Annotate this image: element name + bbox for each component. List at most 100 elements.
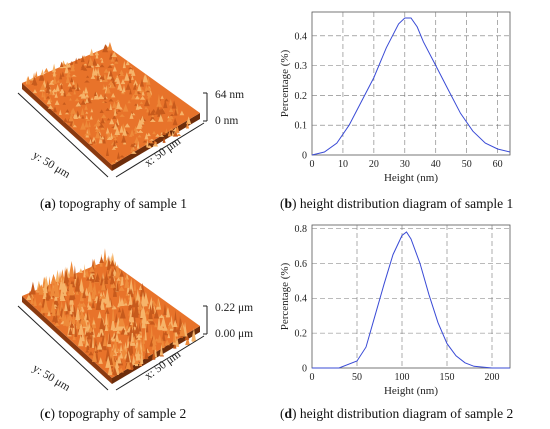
surface-peak (77, 334, 84, 347)
surface-peak (120, 343, 127, 358)
surface-peak (92, 319, 96, 325)
surface-peak (120, 282, 123, 286)
surface-peak (73, 265, 77, 280)
surface-peaks (25, 42, 192, 164)
surface-peak (179, 110, 185, 116)
surface-peak (100, 117, 105, 124)
surface-peak (67, 82, 72, 87)
surface-peak (71, 312, 76, 324)
surface-peak (131, 305, 135, 318)
surface-peak (70, 60, 74, 66)
surface-peak (106, 255, 111, 271)
surface-peak (80, 302, 87, 307)
surface-peak (43, 91, 46, 101)
surface-peak (139, 331, 142, 336)
surface-peak (151, 113, 155, 118)
surface-peak (99, 109, 104, 114)
surface-peak (62, 289, 67, 296)
surface-peak (47, 104, 54, 109)
surface-peak (158, 114, 164, 122)
surface-peak (163, 99, 168, 109)
surface-peak (32, 89, 38, 94)
surface-peak (72, 79, 75, 85)
x-tick-label: 60 (493, 159, 503, 170)
surface-peak (101, 101, 105, 103)
caption-letter: d (284, 406, 293, 421)
surface-peak (139, 282, 146, 297)
surface-peak (61, 71, 65, 77)
surface-peak (82, 318, 87, 327)
surface-peak (98, 123, 105, 128)
surface-peak (100, 126, 105, 130)
surface-peak (108, 69, 113, 77)
surface-peak (120, 272, 124, 286)
surface-peak (141, 90, 145, 96)
surface-peak (33, 297, 37, 306)
surface-peak (185, 336, 190, 346)
caption-b: (b) height distribution diagram of sampl… (280, 196, 514, 211)
surface-peak (115, 264, 121, 278)
surface-peak (105, 355, 112, 368)
surface-peak (145, 76, 151, 85)
topography-panel-c: 0.22 μm 0.00 μm y: 50 μm x: 50 μm (0, 218, 270, 403)
surface-peak (168, 107, 174, 112)
surface-peak (109, 118, 115, 125)
surface-peak (122, 60, 126, 69)
surface-peak (123, 328, 128, 335)
surface-peak (104, 311, 108, 325)
topography-plot-a: 64 nm0 nmy: 50 μm x: 50 μm (17, 42, 244, 181)
surface-peak (67, 282, 74, 296)
surface-peak (114, 313, 118, 323)
surface-peak (124, 123, 131, 128)
surface-peak (111, 147, 117, 150)
y-tick-label: 0.2 (295, 91, 308, 102)
surface-peak (90, 108, 94, 113)
surface-peak (84, 104, 88, 110)
surface-peak (157, 334, 163, 343)
surface-peak (99, 76, 104, 80)
surface-peak (80, 121, 86, 130)
surface-peak (84, 132, 90, 136)
surface-peak (134, 82, 137, 88)
surface-peak (129, 321, 133, 326)
surface-peak (126, 336, 130, 348)
surface-peak (72, 119, 75, 126)
surface-peak (129, 89, 132, 95)
surface-peak (59, 82, 63, 86)
surface-peak (160, 315, 167, 327)
surface-peak (38, 284, 45, 295)
surface-peak (50, 295, 53, 300)
surface-peak (119, 270, 124, 277)
surface-peak (70, 85, 76, 90)
surface-peak (67, 303, 71, 312)
surface-peak (116, 281, 119, 292)
surface-peak (109, 132, 114, 139)
surface-peak (69, 321, 75, 328)
surface-peak (54, 92, 58, 98)
surface-peak (98, 359, 102, 364)
surface-peak (165, 306, 170, 318)
surface-peak (117, 339, 123, 344)
surface-peak (110, 316, 116, 331)
surface-peak (172, 319, 178, 328)
surface-peak (48, 81, 55, 85)
x-tick-label: 200 (485, 372, 500, 383)
surface-peak (152, 142, 159, 147)
surface-peak (80, 55, 85, 63)
surface-peak (95, 272, 100, 280)
surface-peak (84, 287, 89, 296)
surface-peak (88, 121, 91, 128)
x-axis-label: Height (nm) (384, 172, 438, 184)
surface-peak (77, 301, 82, 310)
topography-panel-a: 64 nm 0 nm y: 50 μm x: 50 μm (0, 5, 270, 190)
plot-frame (311, 224, 511, 369)
surface-peak (133, 79, 139, 86)
surface-peak (129, 112, 134, 119)
surface-peak (103, 86, 107, 89)
surface-peak (140, 115, 145, 123)
surface-peak (45, 85, 50, 93)
surface-peak (42, 292, 46, 299)
surface-peak (167, 130, 172, 137)
surface-peak (59, 286, 64, 300)
surface-peak (85, 268, 90, 277)
